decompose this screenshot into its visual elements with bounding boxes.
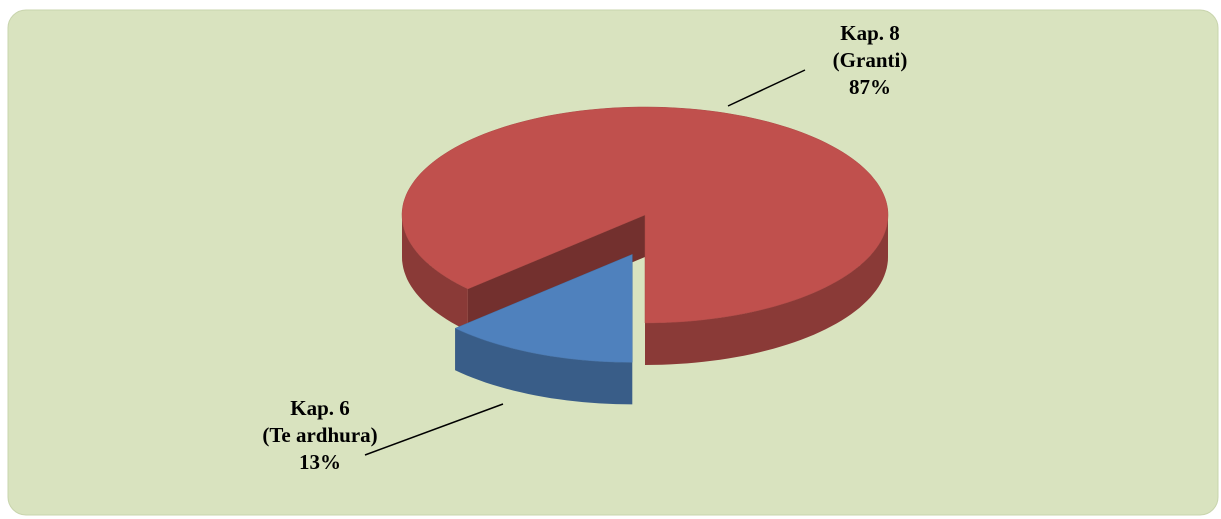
leader-line [727, 69, 806, 107]
value-label: 13% [299, 450, 341, 474]
slice-side [455, 328, 633, 405]
category-label: Kap. 8 (Granti) [832, 21, 908, 72]
value-label: 87% [849, 75, 891, 99]
slice-side [645, 215, 888, 365]
slice-side [402, 215, 468, 331]
category-label: Kap. 6 (Te ardhura) [262, 396, 378, 447]
data-label: Kap. 6 (Te ardhura) 13% [240, 395, 400, 476]
data-label: Kap. 8 (Granti) 87% [820, 20, 920, 101]
slice [454, 254, 633, 363]
leader-line [364, 403, 504, 456]
slice [401, 106, 889, 324]
slice-cut-wall [467, 215, 645, 331]
